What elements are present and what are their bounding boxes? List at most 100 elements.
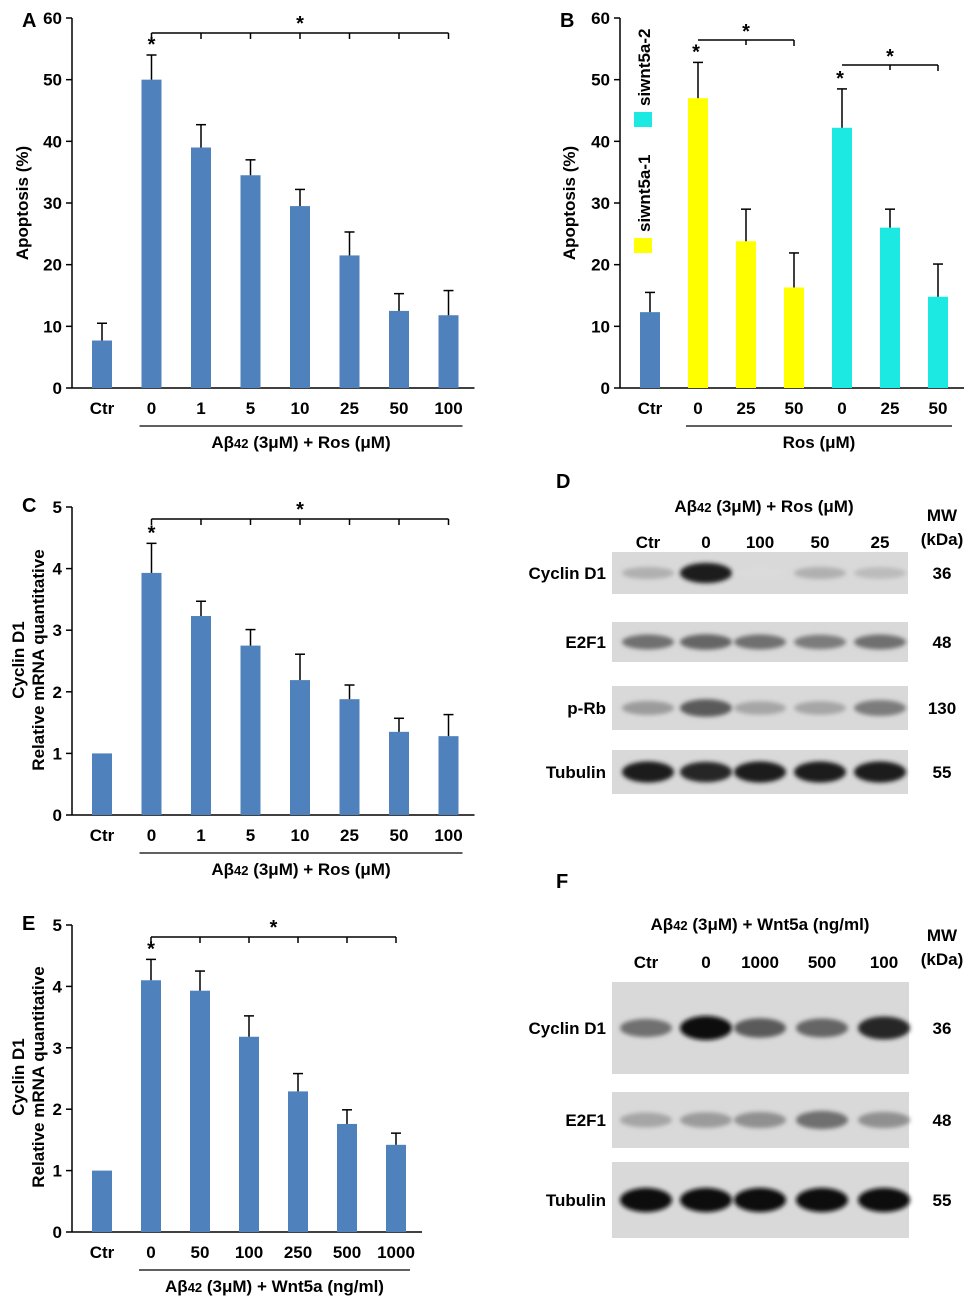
band xyxy=(796,1187,848,1213)
mw-header: MW xyxy=(927,926,958,945)
panel-label: D xyxy=(556,471,570,493)
y-tick-label: 40 xyxy=(43,132,62,151)
bar xyxy=(141,572,162,815)
blot-row: E2F1 48 xyxy=(565,1092,951,1148)
x-tick-label: 250 xyxy=(284,1243,312,1262)
y-tick-label: 5 xyxy=(53,498,62,517)
x-tick-label: 5 xyxy=(246,399,255,418)
group-label: Aβ42 (3μM) + Ros (μM) xyxy=(211,860,390,879)
group-label: Aβ42 (3μM) + Ros (μM) xyxy=(211,433,390,452)
bar xyxy=(92,340,112,388)
y-tick-label: 5 xyxy=(53,916,62,935)
x-tick-label: Ctr xyxy=(90,399,115,418)
mw-unit: (kDa) xyxy=(921,530,964,549)
bar xyxy=(191,147,211,388)
x-tick-label: 25 xyxy=(340,826,359,845)
band xyxy=(734,1111,786,1129)
x-tick-label: 100 xyxy=(235,1243,263,1262)
mw-value: 48 xyxy=(933,633,952,652)
y-tick-label: 2 xyxy=(53,1100,62,1119)
mw-header: MW xyxy=(927,506,958,525)
y-tick-label: 60 xyxy=(591,9,610,28)
band xyxy=(680,1112,732,1128)
bar xyxy=(239,1036,259,1232)
panel-label: B xyxy=(560,10,574,32)
y-tick-label: 2 xyxy=(53,683,62,702)
x-tick-label: 25 xyxy=(340,399,359,418)
y-tick-label: 50 xyxy=(591,71,610,90)
chart-B: B 0 10 20 30 40 50 60 Apoptosis (%) Ctr 0 25 50 0 25 50… xyxy=(560,9,964,452)
bracket-star: * xyxy=(886,46,894,68)
band xyxy=(734,567,786,579)
x-tick-label: 0 xyxy=(837,399,846,418)
legend-swatch xyxy=(634,238,652,253)
band xyxy=(734,761,786,783)
chart-A: A 0 10 20 30 40 50 60 Apoptosis (%) Ctr 0 1 5 10 25 50 1… xyxy=(13,9,475,452)
y-tick-label: 20 xyxy=(43,256,62,275)
lane-label: 500 xyxy=(808,953,836,972)
y-tick-label: 30 xyxy=(591,194,610,213)
x-tick-label: 10 xyxy=(291,399,310,418)
lane-label: 25 xyxy=(871,533,890,552)
band xyxy=(680,699,732,717)
protein-label: Tubulin xyxy=(546,1191,606,1210)
bracket-star: * xyxy=(296,499,304,521)
band xyxy=(858,1111,910,1129)
y-tick-label: 50 xyxy=(43,71,62,90)
bracket-star: * xyxy=(742,21,750,43)
lane-label: Ctr xyxy=(636,533,661,552)
band xyxy=(854,634,906,650)
protein-label: Cyclin D1 xyxy=(529,1019,606,1038)
bar xyxy=(191,616,211,815)
band xyxy=(854,567,906,579)
bar xyxy=(339,699,360,815)
bar xyxy=(141,980,161,1232)
bar xyxy=(438,315,459,388)
mw-value: 55 xyxy=(933,763,952,782)
y-tick-label: 0 xyxy=(53,1223,62,1242)
legend: siwnt5a-1 siwnt5a-2 xyxy=(634,29,654,253)
band xyxy=(854,761,906,783)
x-tick-label: 0 xyxy=(693,399,702,418)
band xyxy=(680,562,732,584)
x-tick-label: Ctr xyxy=(638,399,663,418)
y-tick-label: 0 xyxy=(601,379,610,398)
blot-row: E2F1 48 xyxy=(565,622,951,662)
lane-label: Ctr xyxy=(634,953,659,972)
x-tick-label: 1000 xyxy=(377,1243,415,1262)
x-tick-label: 50 xyxy=(390,826,409,845)
x-tick-label: Ctr xyxy=(90,826,115,845)
y-axis-label: Cyclin D1 xyxy=(9,621,28,698)
blot-D: D Aβ42 (3μM) + Ros (μM) Ctr 0 100 50 25 MW (kDa)… xyxy=(529,471,964,794)
chart-C: C 0 1 2 3 4 5 Cyclin D1 Relative mRNA quantitati… xyxy=(9,495,475,879)
bar xyxy=(389,310,409,388)
y-axis-label-2: Relative mRNA quantitative xyxy=(29,549,48,770)
mw-unit: (kDa) xyxy=(921,950,964,969)
y-tick-label: 10 xyxy=(43,317,62,336)
bar xyxy=(832,127,852,389)
x-tick-label: 0 xyxy=(146,1243,155,1262)
band xyxy=(680,1187,732,1213)
y-axis-label: Apoptosis (%) xyxy=(560,146,579,260)
x-tick-label: 25 xyxy=(737,399,756,418)
protein-label: E2F1 xyxy=(565,633,606,652)
bar xyxy=(736,241,756,388)
blot-row: Cyclin D1 36 xyxy=(529,552,951,594)
y-axis-label: Apoptosis (%) xyxy=(13,146,32,260)
y-tick-label: 1 xyxy=(53,1162,62,1181)
lane-label: 0 xyxy=(701,533,710,552)
y-tick-label: 3 xyxy=(53,621,62,640)
bracket-star: * xyxy=(296,13,304,35)
mw-value: 48 xyxy=(933,1111,952,1130)
band xyxy=(794,761,846,783)
band xyxy=(622,566,674,580)
chart-E: E 0 1 2 3 4 5 Cyclin D1 Relative mRNA quantitati… xyxy=(9,913,422,1296)
band xyxy=(794,566,846,580)
x-tick-label: 0 xyxy=(147,826,156,845)
x-tick-label: 100 xyxy=(434,399,462,418)
y-tick-label: 4 xyxy=(53,560,63,579)
y-tick-label: 60 xyxy=(43,9,62,28)
mw-value: 55 xyxy=(933,1191,952,1210)
band xyxy=(734,634,786,650)
x-tick-label: 10 xyxy=(291,826,310,845)
